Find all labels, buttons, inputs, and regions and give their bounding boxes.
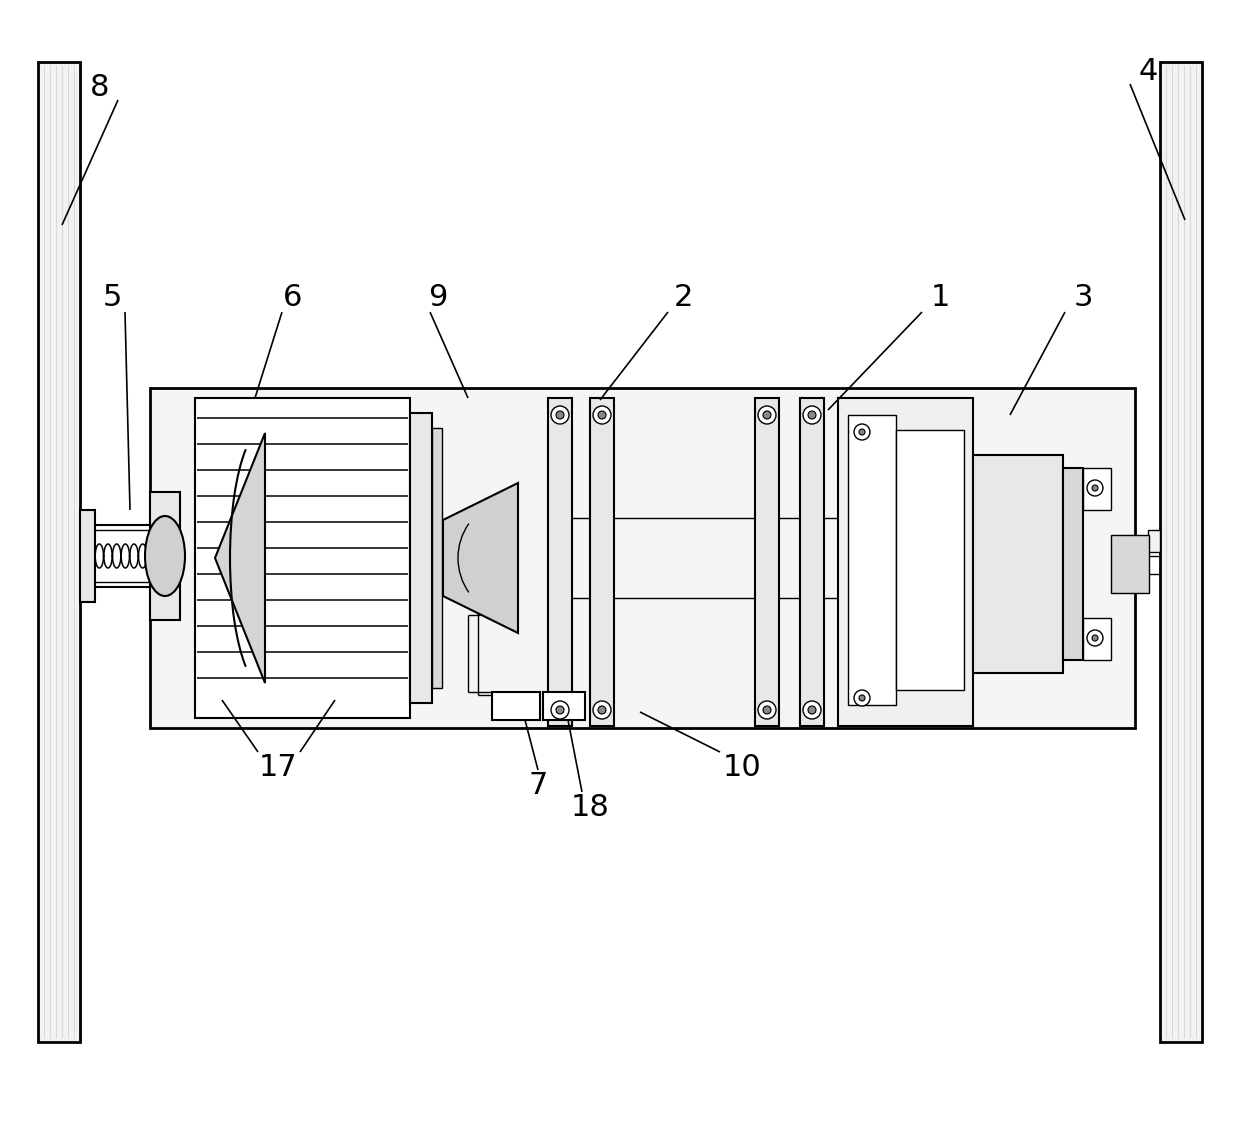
Circle shape — [804, 406, 821, 424]
Text: 7: 7 — [528, 771, 548, 799]
Bar — [195, 398, 410, 718]
Text: 3: 3 — [1074, 284, 1092, 312]
Circle shape — [593, 701, 611, 719]
Circle shape — [808, 411, 816, 419]
Bar — [755, 398, 779, 726]
Bar — [897, 431, 963, 690]
Bar — [81, 530, 92, 552]
Polygon shape — [215, 433, 265, 683]
Text: 17: 17 — [259, 754, 298, 782]
Circle shape — [758, 406, 776, 424]
Circle shape — [1087, 480, 1104, 496]
Circle shape — [763, 706, 771, 715]
Circle shape — [556, 706, 564, 715]
Circle shape — [859, 429, 866, 435]
Circle shape — [859, 695, 866, 701]
Text: 9: 9 — [428, 284, 448, 312]
Bar — [150, 388, 1135, 728]
Bar — [38, 62, 81, 1042]
Ellipse shape — [145, 516, 185, 596]
Text: 18: 18 — [570, 793, 609, 823]
Bar — [548, 398, 572, 726]
Text: 8: 8 — [91, 73, 110, 103]
Bar — [1083, 468, 1111, 511]
Circle shape — [804, 701, 821, 719]
Text: 1: 1 — [930, 284, 950, 312]
Bar — [973, 455, 1063, 673]
Bar — [492, 692, 539, 720]
Circle shape — [1092, 485, 1097, 491]
Text: 2: 2 — [673, 284, 693, 312]
Bar — [848, 415, 897, 706]
Text: 5: 5 — [103, 284, 122, 312]
Bar — [543, 692, 585, 720]
Bar — [150, 492, 180, 620]
Polygon shape — [443, 483, 518, 633]
Circle shape — [854, 424, 870, 440]
Text: 10: 10 — [723, 754, 761, 782]
Circle shape — [551, 406, 569, 424]
Circle shape — [758, 701, 776, 719]
Bar — [1148, 530, 1159, 552]
Circle shape — [556, 411, 564, 419]
Bar — [81, 511, 95, 602]
Bar — [432, 428, 441, 687]
Circle shape — [763, 411, 771, 419]
Bar — [1159, 62, 1202, 1042]
Text: 6: 6 — [283, 284, 303, 312]
Circle shape — [598, 706, 606, 715]
Text: 4: 4 — [1138, 57, 1158, 87]
Bar — [92, 525, 150, 587]
Bar — [1083, 618, 1111, 660]
Bar — [410, 412, 432, 703]
Circle shape — [1087, 630, 1104, 646]
Bar — [800, 398, 825, 726]
Circle shape — [1092, 635, 1097, 641]
Circle shape — [854, 690, 870, 706]
Bar — [1111, 535, 1149, 593]
Circle shape — [598, 411, 606, 419]
Bar — [590, 398, 614, 726]
Bar — [838, 398, 973, 726]
Bar — [1063, 468, 1083, 660]
Circle shape — [551, 701, 569, 719]
Circle shape — [808, 706, 816, 715]
Circle shape — [593, 406, 611, 424]
